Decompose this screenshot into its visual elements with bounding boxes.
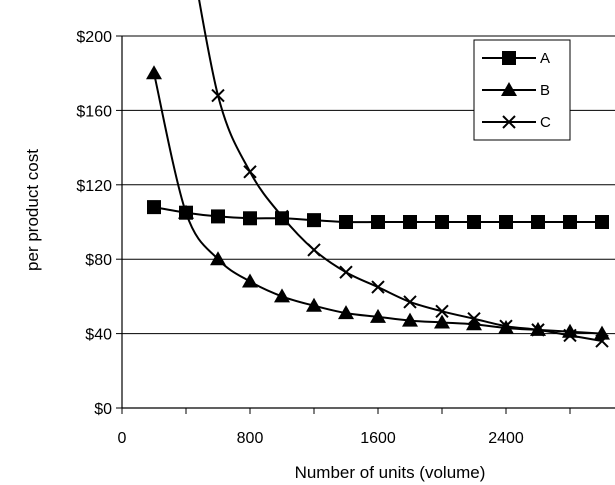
x-axis-title: Number of units (volume) (295, 463, 486, 482)
legend-marker-B (501, 82, 517, 96)
series-B-point-1400 (338, 305, 354, 320)
series-A-point-2400 (499, 215, 513, 229)
series-C-point-600 (211, 88, 225, 103)
legend-entry-C: C (482, 114, 551, 131)
x-tick-label-0: 0 (118, 430, 127, 447)
series-B-point-1600 (370, 308, 386, 323)
series-B-point-2000 (434, 314, 450, 329)
series-C-point-1400 (339, 265, 353, 279)
series-group (146, 0, 610, 348)
y-tick-label-40: $40 (85, 327, 112, 344)
y-tick-label-120: $120 (76, 178, 112, 195)
series-A-point-800 (243, 211, 257, 226)
legend-label-A: A (540, 50, 550, 67)
series-A-point-2600 (531, 215, 545, 229)
y-axis-title: per product cost (23, 149, 42, 271)
legend: ABC (473, 39, 571, 141)
x-axis-ticks: 0 800 1600 2400 (118, 408, 571, 447)
series-B-point-2200 (466, 316, 482, 331)
y-axis-ticks: $0 $40 $80 $120 $160 $200 (76, 29, 122, 418)
legend-marker-A (502, 51, 516, 65)
legend-label-C: C (540, 114, 551, 131)
series-C (198, 0, 609, 348)
legend-label-B: B (540, 82, 550, 99)
series-A-point-1800 (403, 215, 417, 229)
series-B-point-1000 (274, 288, 290, 303)
series-A-point-1200 (307, 213, 321, 228)
series-C-point-1600 (371, 280, 385, 294)
series-C-point-3000 (595, 334, 609, 348)
series-C-point-2000 (435, 304, 449, 318)
series-C-point-1000 (275, 209, 289, 224)
series-A-point-600 (211, 209, 225, 224)
x-tick-label-1600: 1600 (360, 430, 396, 447)
series-B-point-200 (146, 65, 162, 80)
series-C-point-800 (243, 165, 257, 179)
series-A (147, 200, 609, 229)
series-B-point-800 (242, 273, 258, 288)
series-A-point-2000 (435, 215, 449, 229)
series-A-point-1600 (371, 215, 385, 229)
series-A-point-2800 (563, 215, 577, 229)
legend-entry-A: A (482, 50, 550, 67)
series-C-point-1200 (307, 243, 321, 257)
series-A-point-3000 (595, 215, 609, 229)
series-C-point-2200 (467, 312, 481, 326)
x-tick-label-800: 800 (237, 430, 264, 447)
series-C-point-1800 (403, 295, 417, 309)
series-A-point-200 (147, 200, 161, 215)
series-B-point-1800 (402, 312, 418, 327)
series-B-point-1200 (306, 297, 322, 312)
series-C-point-2800 (563, 328, 577, 343)
series-B-point-600 (210, 251, 226, 266)
legend-marker-C (502, 115, 516, 129)
series-A-point-2200 (467, 215, 481, 229)
axes (121, 36, 615, 409)
series-B-point-400 (178, 204, 194, 219)
legend-entry-B: B (482, 82, 550, 99)
series-C-point-2600 (531, 323, 545, 337)
series-C-point-2400 (499, 319, 513, 333)
y-tick-label-80: $80 (85, 252, 112, 269)
series-A-point-1400 (339, 215, 353, 229)
y-tick-label-0: $0 (94, 401, 112, 418)
x-tick-label-2400: 2400 (488, 430, 524, 447)
y-tick-label-200: $200 (76, 29, 112, 46)
y-tick-label-160: $160 (76, 103, 112, 120)
